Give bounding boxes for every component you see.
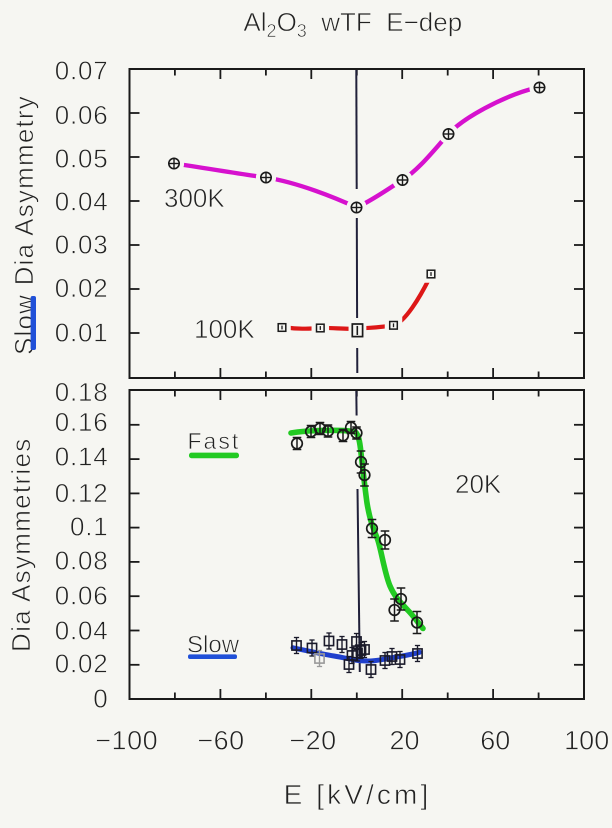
svg-text:0.02: 0.02 bbox=[55, 273, 109, 303]
svg-text:0.02: 0.02 bbox=[55, 648, 109, 678]
svg-text:0.06: 0.06 bbox=[55, 100, 109, 130]
svg-text:100K: 100K bbox=[194, 314, 255, 344]
svg-text:Al2O3 wTF E−dep: Al2O3 wTF E−dep bbox=[243, 7, 462, 41]
svg-text:0.03: 0.03 bbox=[55, 230, 109, 260]
svg-text:0.18: 0.18 bbox=[55, 377, 109, 407]
svg-text:Slow Dia Asymmetry: Slow Dia Asymmetry bbox=[9, 95, 39, 355]
svg-text:E [kV/cm]: E [kV/cm] bbox=[284, 779, 432, 810]
svg-text:Dia Asymmetries: Dia Asymmetries bbox=[6, 437, 36, 652]
svg-text:100: 100 bbox=[564, 726, 609, 756]
svg-text:−20: −20 bbox=[289, 726, 336, 756]
svg-text:−60: −60 bbox=[197, 726, 244, 756]
svg-text:0.05: 0.05 bbox=[55, 144, 109, 174]
svg-text:0: 0 bbox=[93, 684, 108, 714]
svg-text:0.08: 0.08 bbox=[55, 546, 109, 576]
svg-text:0.07: 0.07 bbox=[55, 55, 109, 85]
svg-text:0.04: 0.04 bbox=[55, 186, 109, 216]
svg-text:0.14: 0.14 bbox=[55, 442, 109, 472]
svg-text:−100: −100 bbox=[95, 726, 158, 756]
svg-text:60: 60 bbox=[480, 726, 510, 756]
svg-text:0.16: 0.16 bbox=[55, 407, 109, 437]
svg-text:0.01: 0.01 bbox=[55, 317, 109, 347]
svg-text:0.12: 0.12 bbox=[55, 478, 109, 508]
svg-text:0.06: 0.06 bbox=[55, 581, 109, 611]
svg-text:0.1: 0.1 bbox=[70, 511, 109, 541]
svg-text:20K: 20K bbox=[455, 469, 502, 499]
svg-text:20: 20 bbox=[389, 726, 419, 756]
svg-text:300K: 300K bbox=[164, 183, 225, 213]
svg-text:0.04: 0.04 bbox=[55, 615, 109, 645]
svg-text:Slow: Slow bbox=[187, 632, 240, 659]
svg-text:Fast: Fast bbox=[188, 428, 241, 454]
